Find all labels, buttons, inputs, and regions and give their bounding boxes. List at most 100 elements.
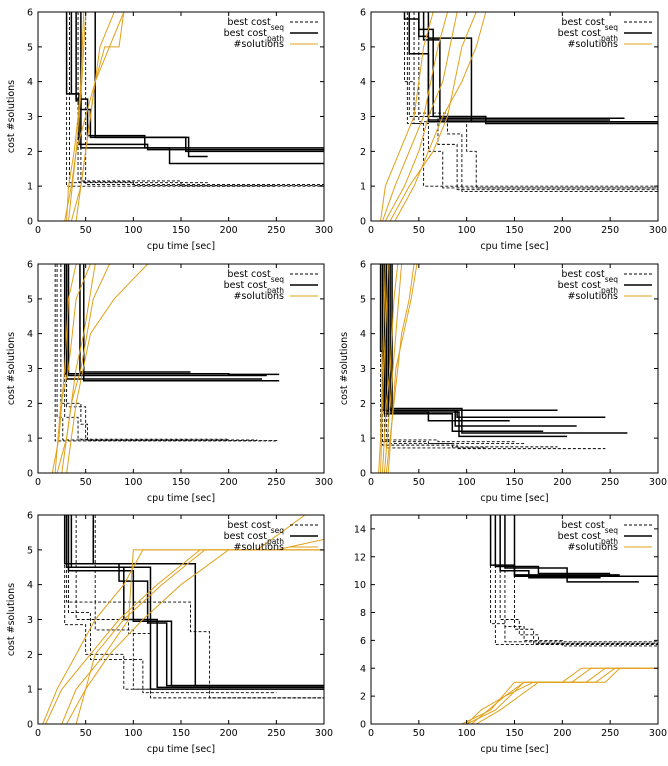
legend-label-3: #solutions bbox=[233, 39, 284, 50]
legend-label-2: best costpath bbox=[558, 28, 619, 43]
legend-label-2: best costpath bbox=[558, 531, 619, 546]
series-line-seq bbox=[404, 12, 658, 187]
y-tick-label: 1 bbox=[27, 182, 33, 193]
legend-label-1: best costseq bbox=[227, 269, 284, 284]
series-line-seq bbox=[385, 264, 486, 449]
y-tick-label: 1 bbox=[360, 182, 366, 193]
y-tick-label: 1 bbox=[27, 434, 33, 445]
series-line-seq bbox=[69, 12, 324, 185]
series-line-solutions bbox=[384, 12, 458, 221]
series-line-path bbox=[494, 515, 611, 575]
legend-label-3: #solutions bbox=[567, 39, 618, 50]
series-line-seq bbox=[66, 264, 191, 441]
x-tick-label: 150 bbox=[505, 225, 523, 236]
chart-svg-3: 0 50 100 150 200 250 300 0 1 2 3 4 5 6 cpu time [sec] c… bbox=[6, 260, 333, 505]
series-line-solutions bbox=[389, 12, 477, 221]
y-axis-title: cost #solutions bbox=[6, 80, 17, 153]
series-line-seq bbox=[94, 515, 324, 699]
x-tick-label: 50 bbox=[413, 728, 425, 739]
x-tick-label: 250 bbox=[267, 225, 285, 236]
series-line-solutions bbox=[371, 667, 658, 724]
x-tick-label: 150 bbox=[172, 225, 190, 236]
series-line-path bbox=[94, 12, 208, 158]
x-tick-label: 50 bbox=[413, 225, 425, 236]
series-line-seq bbox=[494, 515, 658, 646]
series-line-solutions bbox=[75, 538, 324, 724]
series-line-solutions bbox=[387, 264, 418, 473]
chart-panel-5: 0 50 100 150 200 250 300 0 1 2 3 4 5 6 cpu time [sec] c… bbox=[0, 505, 333, 766]
legend-label-1: best costseq bbox=[561, 520, 618, 535]
legend-label-1: best costseq bbox=[561, 17, 618, 32]
series-line-seq bbox=[387, 264, 558, 448]
y-tick-label: 4 bbox=[27, 77, 33, 88]
series-line-seq bbox=[408, 12, 658, 191]
x-axis-title: cpu time [sec] bbox=[480, 744, 548, 755]
y-tick-label: 1 bbox=[360, 434, 366, 445]
y-tick-label: 3 bbox=[27, 364, 33, 375]
series-line-path bbox=[79, 264, 191, 373]
y-tick-label: 5 bbox=[27, 42, 33, 53]
y-tick-label: 2 bbox=[27, 399, 33, 410]
y-tick-label: 2 bbox=[27, 650, 33, 661]
y-axis-title: cost #solutions bbox=[6, 583, 17, 656]
chart-panel-3: 0 50 100 150 200 250 300 0 1 2 3 4 5 6 cpu time [sec] c… bbox=[0, 254, 333, 515]
series-line-seq bbox=[514, 515, 658, 645]
legend-label-2: best costpath bbox=[224, 28, 285, 43]
series-line-path bbox=[389, 264, 577, 427]
y-axis-title: cost #solutions bbox=[339, 332, 350, 405]
x-tick-label: 50 bbox=[80, 225, 92, 236]
y-tick-label: 1 bbox=[27, 685, 33, 696]
x-tick-label: 300 bbox=[315, 225, 333, 236]
x-tick-label: 50 bbox=[80, 477, 92, 488]
series-line-seq bbox=[75, 515, 324, 699]
x-tick-label: 300 bbox=[315, 728, 333, 739]
y-tick-label: 3 bbox=[360, 112, 366, 123]
y-tick-label: 4 bbox=[27, 329, 33, 340]
y-tick-label: 0 bbox=[360, 720, 366, 731]
x-tick-label: 200 bbox=[553, 225, 571, 236]
series-line-solutions bbox=[66, 264, 148, 473]
series-line-path bbox=[80, 12, 324, 153]
series-line-solutions bbox=[378, 264, 386, 473]
x-tick-label: 200 bbox=[220, 728, 238, 739]
x-tick-label: 0 bbox=[35, 728, 41, 739]
series-line-path bbox=[391, 264, 568, 438]
x-axis-title: cpu time [sec] bbox=[147, 493, 215, 504]
series-line-seq bbox=[499, 515, 658, 644]
legend-label-2: best costpath bbox=[224, 531, 285, 546]
legend-label-2: best costpath bbox=[558, 280, 619, 295]
x-tick-label: 100 bbox=[458, 477, 476, 488]
x-tick-label: 300 bbox=[649, 225, 667, 236]
x-tick-label: 200 bbox=[553, 477, 571, 488]
chart-svg-1: 0 50 100 150 200 250 300 0 1 2 3 4 5 6 cpu time [sec] c… bbox=[6, 8, 333, 253]
y-tick-label: 0 bbox=[27, 469, 33, 480]
series-line-seq bbox=[64, 264, 229, 440]
y-tick-label: 8 bbox=[360, 608, 366, 619]
series-line-path bbox=[75, 12, 324, 165]
series-line-path bbox=[63, 515, 324, 687]
series-line-seq bbox=[60, 264, 280, 442]
x-tick-label: 300 bbox=[649, 728, 667, 739]
x-tick-label: 0 bbox=[368, 477, 374, 488]
legend-label-1: best costseq bbox=[561, 269, 618, 284]
series-line-solutions bbox=[54, 264, 91, 473]
y-tick-label: 5 bbox=[360, 42, 366, 53]
series-line-path bbox=[385, 264, 510, 422]
x-tick-label: 150 bbox=[172, 477, 190, 488]
chart-svg-2: 0 50 100 150 200 250 300 0 1 2 3 4 5 6 cpu time [sec] b… bbox=[360, 8, 667, 253]
series-line-seq bbox=[68, 515, 277, 694]
y-axis-title: cost #solutions bbox=[6, 332, 17, 405]
y-tick-label: 3 bbox=[27, 112, 33, 123]
x-axis-title: cpu time [sec] bbox=[480, 493, 548, 504]
series-line-path bbox=[383, 264, 544, 432]
y-tick-label: 5 bbox=[27, 294, 33, 305]
series-line-solutions bbox=[38, 12, 85, 221]
series-line-solutions bbox=[381, 264, 399, 473]
series-line-seq bbox=[77, 12, 324, 186]
series-line-path bbox=[92, 515, 324, 687]
series-line-seq bbox=[66, 515, 229, 690]
series-line-path bbox=[70, 12, 324, 151]
